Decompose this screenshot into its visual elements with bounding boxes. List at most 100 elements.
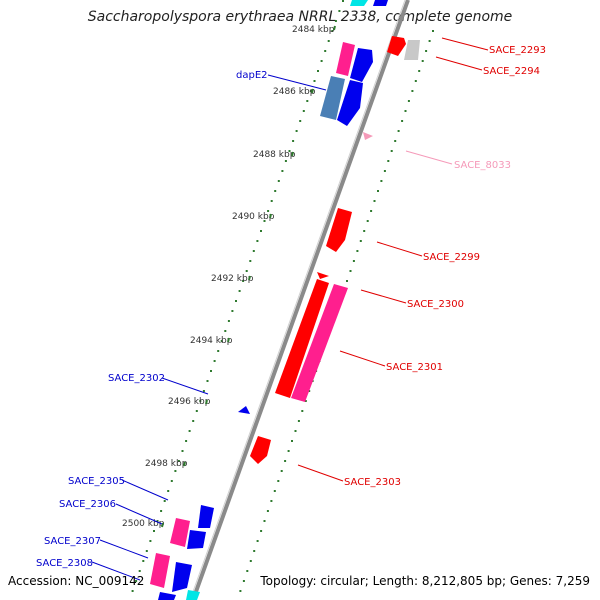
scale-dot: [421, 60, 424, 62]
scale-dot: [284, 160, 287, 162]
scale-dot: [414, 80, 417, 82]
scale-dot: [407, 100, 410, 102]
scale-dot: [302, 110, 305, 112]
tick-labels: 2484 kbp 2486 kbp 2488 kbp 2490 kbp 2492…: [122, 25, 335, 529]
scale-dot: [308, 390, 311, 392]
scale-dot: [266, 510, 269, 512]
scale-dot: [249, 560, 252, 562]
scale-dot: [260, 530, 263, 532]
scale-dot: [263, 220, 266, 222]
gene-SACE_2305-pink: [170, 518, 190, 547]
scale-dot: [202, 390, 205, 392]
scale-dot: [206, 380, 209, 382]
gene-label: SACE_8033: [454, 160, 511, 171]
scale-dot: [387, 160, 390, 162]
scale-dot: [224, 330, 227, 332]
gene-label: SACE_2308: [36, 558, 93, 569]
scale-dot: [373, 200, 376, 202]
scale-dot: [181, 450, 184, 452]
scale-dot: [288, 150, 291, 152]
gene-blue-lower: [337, 80, 363, 126]
scale-dot: [291, 440, 293, 442]
scale-dot: [287, 450, 290, 452]
accession-text: Accession: NC_009142: [8, 574, 145, 588]
scale-dot: [153, 530, 155, 532]
scale-dot: [418, 70, 421, 72]
scale-dot: [432, 30, 434, 32]
scale-dot: [334, 20, 337, 22]
scale-dot: [227, 320, 230, 322]
tick-label: 2488 kbp: [253, 150, 296, 160]
scale-dot: [270, 500, 273, 502]
scale-dot: [270, 200, 273, 202]
scale-dot: [217, 350, 220, 352]
scale-dot: [253, 550, 256, 552]
scale-dot: [356, 250, 359, 252]
scale-dot: [327, 40, 330, 42]
gene-label: SACE_2303: [344, 477, 401, 488]
scale-dot: [309, 90, 312, 92]
scale-dot: [401, 120, 404, 122]
scale-dot: [174, 470, 177, 472]
scale-dot: [404, 110, 407, 112]
gene-dapE2: [320, 76, 345, 120]
gene-blue-bottom-2: [187, 530, 206, 549]
gene-label: SACE_2300: [407, 299, 464, 310]
scale-dot: [342, 0, 344, 2]
tick-label: 2484 kbp: [292, 25, 335, 35]
gene-SACE_8033: [363, 132, 373, 140]
scale-dot: [383, 170, 386, 172]
scale-dot: [213, 360, 216, 362]
scale-dot: [313, 80, 316, 82]
scale-dot: [149, 540, 152, 542]
gene-SACE_2299: [326, 208, 352, 252]
gene-SACE_2301: [291, 284, 348, 402]
gene-blue-upper: [350, 48, 373, 82]
scale-dot: [324, 50, 327, 52]
gene-label: SACE_2307: [44, 536, 101, 547]
tick-label: 2492 kbp: [211, 274, 254, 284]
gene-label: SACE_2306: [59, 499, 116, 510]
scale-dot: [346, 280, 348, 282]
scale-dot: [256, 240, 259, 242]
scale-dot: [273, 490, 276, 492]
gene-red-small: [317, 272, 329, 279]
backbone-highlight: [189, 0, 406, 600]
scale-dot: [138, 570, 141, 572]
gene-SACE_2300: [275, 279, 329, 398]
scale-dot: [331, 30, 334, 32]
scale-dot: [377, 190, 379, 192]
gene-SACE_2307-pink: [150, 553, 170, 588]
scale-dot: [256, 540, 259, 542]
scale-dot: [301, 410, 304, 412]
scale-dot: [299, 120, 302, 122]
tick-marks-left: [161, 25, 336, 528]
scale-dot: [249, 260, 252, 262]
scale-dot: [231, 310, 234, 312]
gene-label: SACE_2302: [108, 373, 165, 384]
scale-dot: [349, 270, 352, 272]
scale-dot: [199, 400, 202, 402]
gene-label: SACE_2293: [489, 45, 546, 56]
tick-label: 2498 kbp: [145, 459, 188, 469]
scale-dot: [284, 460, 287, 462]
gene-label: SACE_2299: [423, 252, 480, 263]
scale-dot: [370, 210, 373, 212]
scale-dot: [177, 460, 180, 462]
gene-label: SACE_2294: [483, 66, 540, 77]
scale-dot: [280, 470, 283, 472]
gene-SACE_2306-blue: [198, 505, 214, 528]
tick-label: 2494 kbp: [190, 336, 233, 346]
summary-text: Topology: circular; Length: 8,212,805 bp…: [260, 574, 590, 588]
genome-backbone: [191, 0, 410, 600]
scale-dot: [277, 180, 280, 182]
scale-dot: [131, 590, 134, 592]
scale-dot: [239, 590, 242, 592]
scale-dot: [185, 440, 188, 442]
leaders-right: [297, 37, 489, 482]
scale-dot: [397, 130, 400, 132]
scale-dot: [380, 180, 383, 182]
gene-label: SACE_2301: [386, 362, 443, 373]
scale-dot: [390, 150, 393, 152]
tick-label: 2490 kbp: [232, 212, 275, 222]
